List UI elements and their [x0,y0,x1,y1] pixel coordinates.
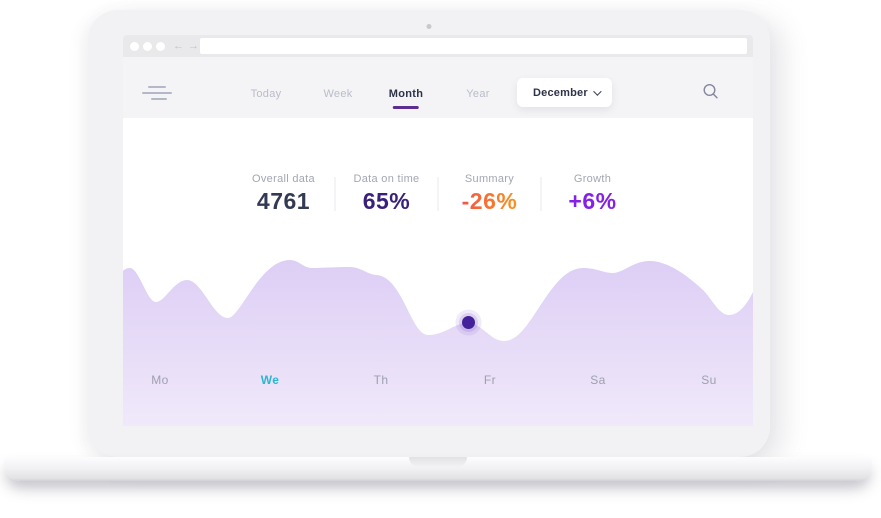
stat-overall-data: Overall data 4761 [233,173,335,215]
tab-month[interactable]: Month [389,88,423,109]
stat-divider [334,177,336,211]
day-label-we-selected[interactable]: We [260,373,280,387]
search-icon [703,83,718,99]
active-tab-underline [392,106,419,109]
laptop-screen: ← → Today Week Month [88,10,770,457]
day-label-fr[interactable]: Fr [483,373,497,387]
dashboard-content: Overall data 4761 Data on time 65% Summa… [123,118,753,426]
back-arrow-icon[interactable]: ← [173,40,184,52]
stat-summary: Summary -26% [439,173,541,215]
stat-label: Summary [464,173,515,185]
stat-value: +6% [568,188,617,214]
tab-week-label: Week [323,88,353,100]
laptop-base [4,457,872,481]
window-minimize-button[interactable] [143,42,152,51]
stat-value: 4761 [256,188,311,214]
stat-divider [540,177,542,211]
menu-hamburger-icon[interactable] [142,86,172,100]
laptop-base-notch [409,457,467,467]
day-label-th[interactable]: Th [373,373,389,387]
stat-value: 65% [362,188,411,214]
stat-label: Data on time [353,173,420,185]
tab-year-label: Year [466,88,490,100]
stat-data-on-time: Data on time 65% [336,173,438,215]
month-dropdown-value: December [533,86,588,99]
area-chart [123,260,753,426]
window-maximize-button[interactable] [156,42,165,51]
dashboard-navbar: Today Week Month Year December [123,57,753,118]
chart-marker[interactable] [455,309,482,336]
area-chart-wave [123,260,753,426]
stat-divider [437,177,439,211]
stat-label: Growth [573,173,612,185]
tab-today-label: Today [250,88,282,100]
browser-window: ← → Today Week Month [123,35,753,426]
tab-month-label: Month [388,88,424,100]
day-label-mo[interactable]: Mo [151,373,169,387]
browser-chrome: ← → [123,35,753,57]
stat-label: Overall data [252,173,315,185]
webcam-dot-icon [426,24,432,29]
day-label-su[interactable]: Su [701,373,717,387]
tab-year[interactable]: Year [466,88,489,100]
month-dropdown[interactable]: December [517,78,612,107]
chevron-down-icon [593,86,602,96]
window-close-button[interactable] [130,42,139,51]
stat-value: -26% [439,188,541,215]
day-label-sa[interactable]: Sa [590,373,606,387]
tab-today[interactable]: Today [251,88,282,100]
forward-arrow-icon[interactable]: → [188,40,199,52]
tab-week[interactable]: Week [323,88,352,100]
address-bar-input[interactable] [200,38,747,54]
search-button[interactable] [701,82,721,102]
stats-row: Overall data 4761 Data on time 65% Summa… [233,173,644,215]
stat-growth: Growth +6% [542,173,644,215]
